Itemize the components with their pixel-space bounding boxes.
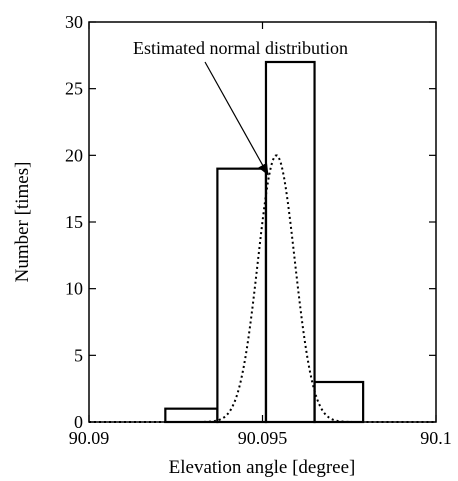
y-tick-label-2: 10 <box>65 279 83 299</box>
x-tick-label-1: 90.095 <box>238 428 288 448</box>
annotation-arrow <box>204 61 269 176</box>
x-axis-title: Elevation angle [degree] <box>169 457 356 478</box>
histogram-bar-4 <box>313 380 365 424</box>
histogram-bars <box>164 60 365 424</box>
annotation-label: Estimated normal distribution <box>133 38 348 58</box>
x-tick-label-0: 90.09 <box>69 428 110 448</box>
normal-distribution-curve <box>89 154 436 423</box>
y-tick-label-6: 30 <box>65 12 83 32</box>
x-tick-label-2: 90.1 <box>420 428 452 448</box>
y-tick-label-4: 20 <box>65 145 83 165</box>
y-tick-label-5: 25 <box>65 79 83 99</box>
y-axis-title: Number [times] <box>12 162 33 283</box>
y-tick-label-3: 15 <box>65 212 83 232</box>
y-tick-label-1: 5 <box>74 345 83 365</box>
histogram-bar-2 <box>216 167 268 424</box>
y-tick-label-0: 0 <box>74 412 83 432</box>
plot-frame <box>88 21 437 423</box>
histogram-bar-1 <box>164 407 219 424</box>
histogram-bar-3 <box>264 60 316 424</box>
axis-ticks: 0 5 10 15 20 25 30 90.09 90.095 90.1 <box>65 12 452 448</box>
